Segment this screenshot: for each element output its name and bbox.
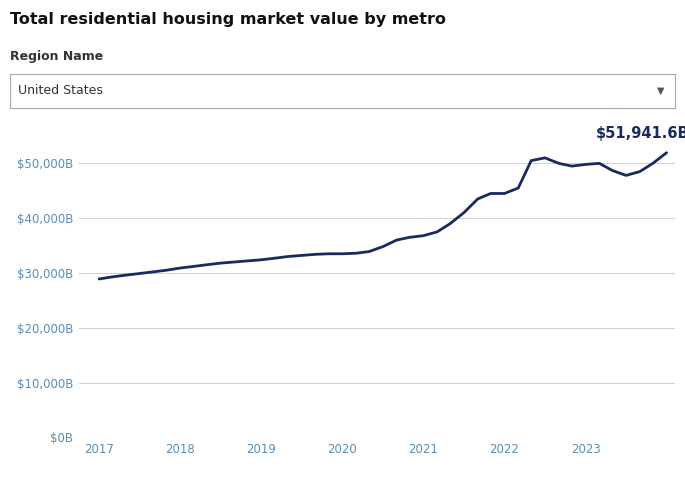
- Text: ▼: ▼: [657, 86, 664, 96]
- Text: United States: United States: [18, 84, 103, 98]
- Text: Region Name: Region Name: [10, 50, 103, 63]
- Text: $51,941.6B: $51,941.6B: [595, 126, 685, 141]
- Text: Total residential housing market value by metro: Total residential housing market value b…: [10, 12, 446, 27]
